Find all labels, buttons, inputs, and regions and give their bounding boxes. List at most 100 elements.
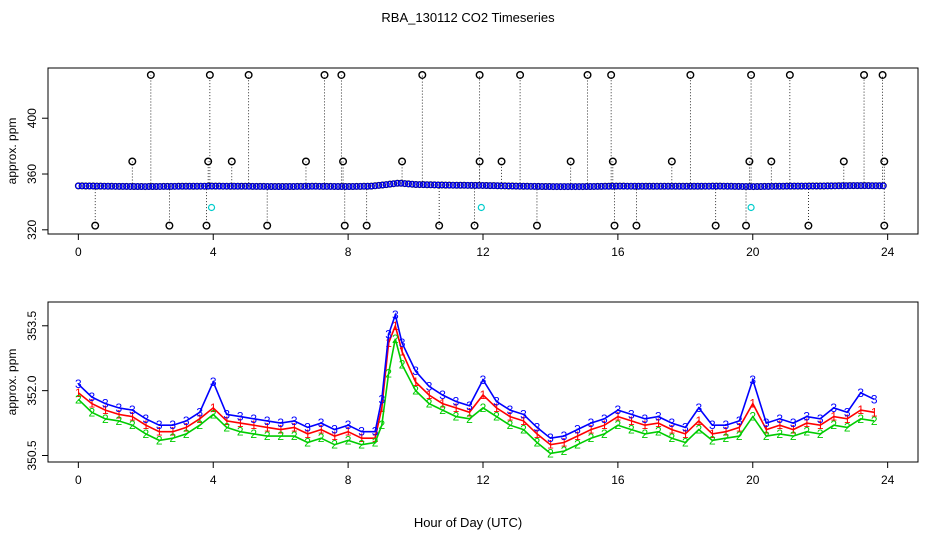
series-marker-3: 3 <box>642 412 649 426</box>
y-tick-label: 320 <box>25 219 39 239</box>
series-marker-1: 1 <box>399 345 406 359</box>
baseline-point-blue <box>279 183 286 190</box>
plot-frame <box>47 67 919 235</box>
series-marker-3: 3 <box>75 377 82 391</box>
baseline-point-blue <box>750 183 757 190</box>
baseline-point-blue <box>460 182 468 189</box>
series-marker-1: 1 <box>169 425 176 439</box>
series-marker-1: 1 <box>844 412 851 426</box>
series-marker-1: 1 <box>88 397 95 411</box>
series-marker-2: 2 <box>304 436 311 450</box>
baseline-point-blue <box>483 182 490 189</box>
baseline-point-blue <box>427 181 434 188</box>
series-marker-1: 1 <box>392 319 399 333</box>
series-marker-2: 2 <box>534 436 541 450</box>
x-tick-label: 0 <box>75 245 82 259</box>
series-marker-3: 3 <box>196 405 203 419</box>
series-marker-1: 1 <box>264 420 271 434</box>
baseline-point-blue <box>101 182 108 190</box>
series-marker-3: 3 <box>736 414 743 428</box>
series-marker-3: 3 <box>210 375 217 389</box>
series-marker-3: 3 <box>817 412 824 426</box>
baseline-point-blue <box>791 182 798 190</box>
series-marker-1: 1 <box>378 401 385 415</box>
series-marker-1: 1 <box>196 412 203 426</box>
series-marker-3: 3 <box>115 401 122 415</box>
baseline-point-blue <box>397 180 405 187</box>
baseline-point-blue <box>509 182 516 190</box>
baseline-point-blue <box>857 182 865 189</box>
baseline-point-blue <box>835 182 842 189</box>
series-marker-2: 2 <box>412 384 419 398</box>
series-marker-3: 3 <box>668 416 675 430</box>
series-marker-3: 3 <box>345 418 352 432</box>
baseline-point-blue <box>227 183 234 190</box>
baseline-point-blue <box>216 182 223 190</box>
top-panel: 0 4 8 12 16 20 24 320 360 400 approx. ppm <box>5 67 919 259</box>
outlier-point <box>860 70 869 79</box>
baseline-point-blue <box>846 182 854 189</box>
x-tick-label: 12 <box>476 473 490 487</box>
baseline-point-blue <box>312 183 319 190</box>
series-marker-2: 2 <box>399 358 406 372</box>
series-marker-1: 1 <box>385 336 392 350</box>
series-marker-1: 1 <box>237 416 244 430</box>
baseline-point-blue <box>190 183 197 190</box>
baseline-point-blue <box>93 182 101 190</box>
series-marker-1: 1 <box>331 429 338 443</box>
baseline-point-blue <box>531 183 538 190</box>
baseline-point-blue <box>119 183 127 190</box>
series-marker-3: 3 <box>574 423 581 437</box>
series-marker-1: 1 <box>156 425 163 439</box>
baseline-point-blue <box>601 183 609 190</box>
series-marker-1: 1 <box>453 401 460 415</box>
series-marker-2: 2 <box>615 418 622 432</box>
series-marker-2: 2 <box>695 423 702 437</box>
baseline-point-blue <box>731 183 739 190</box>
baseline-point-blue <box>349 183 357 190</box>
series-marker-3: 3 <box>655 410 662 424</box>
series-marker-1: 1 <box>480 388 487 402</box>
series-marker-2: 2 <box>345 433 352 447</box>
series-marker-2: 2 <box>749 410 756 424</box>
baseline-point-blue <box>253 183 260 190</box>
series-marker-3: 3 <box>439 388 446 402</box>
x-tick-label: 24 <box>881 473 895 487</box>
baseline-point-blue <box>464 182 472 189</box>
baseline-point-blue <box>828 182 835 190</box>
outlier-point <box>91 221 100 230</box>
baseline-point-blue <box>583 183 590 190</box>
series-marker-2: 2 <box>655 425 662 439</box>
series-marker-1: 1 <box>682 427 689 441</box>
outlier-point <box>227 157 236 166</box>
series-marker-2: 2 <box>331 438 338 452</box>
series-marker-3: 3 <box>412 364 419 378</box>
outlier-point <box>583 70 592 79</box>
baseline-point-blue <box>809 182 816 190</box>
baseline-point-blue <box>319 183 327 190</box>
series-marker-2: 2 <box>183 427 190 441</box>
baseline-point-blue <box>123 183 130 190</box>
baseline-point-blue <box>342 183 349 190</box>
x-tick-label: 8 <box>345 473 352 487</box>
series-marker-1: 1 <box>722 425 729 439</box>
outlier-point <box>880 157 889 166</box>
series-marker-2: 2 <box>709 433 716 447</box>
baseline-point-blue <box>268 183 275 190</box>
baseline-point-blue <box>683 183 690 190</box>
baseline-point-blue <box>676 183 683 190</box>
series-marker-1: 1 <box>426 388 433 402</box>
baseline-point-blue <box>713 182 720 190</box>
series-marker-1: 1 <box>210 401 217 415</box>
baseline-point-blue <box>839 182 846 189</box>
series-marker-2: 2 <box>439 403 446 417</box>
outlier-point <box>146 70 155 79</box>
series-marker-1: 1 <box>493 401 500 415</box>
baseline-point-blue <box>345 183 353 190</box>
series-marker-1: 1 <box>749 397 756 411</box>
series-marker-3: 3 <box>857 386 864 400</box>
series-marker-3: 3 <box>682 420 689 434</box>
series-marker-3: 3 <box>392 308 399 322</box>
